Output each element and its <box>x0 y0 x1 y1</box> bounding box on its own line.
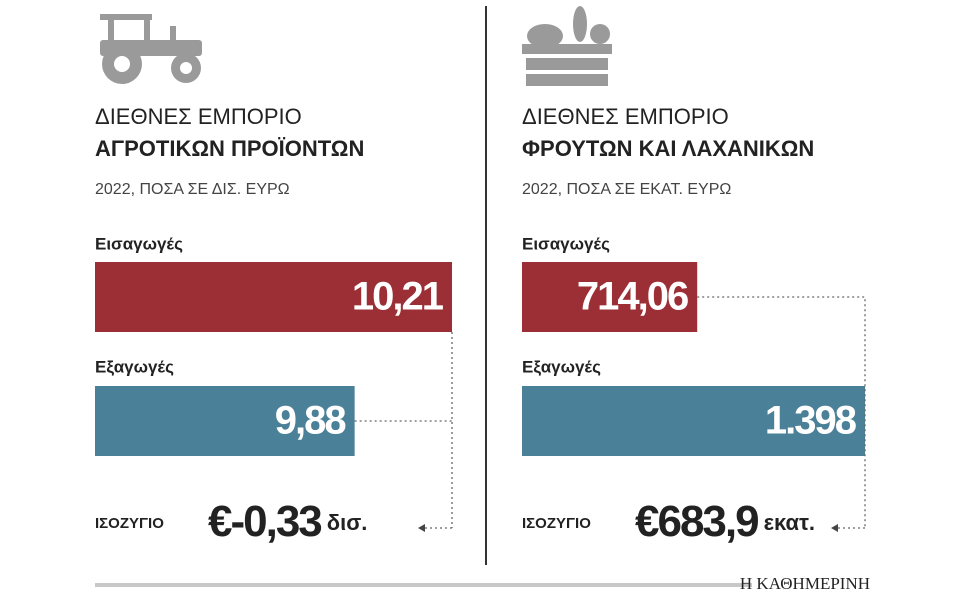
balance-unit: εκατ. <box>764 510 815 535</box>
title-line: ΔΙΕΘΝΕΣ ΕΜΠΟΡΙΟ <box>522 104 729 129</box>
value-label: 10,21 <box>352 275 444 319</box>
footer-brand: Η ΚΑΘΗΜΕΡΙΝΗ <box>740 574 870 593</box>
value-label: 9,88 <box>275 399 347 443</box>
connector <box>354 332 453 529</box>
arrow-head <box>831 524 839 532</box>
category-label: Εισαγωγές <box>522 234 610 253</box>
title-line: ΔΙΕΘΝΕΣ ΕΜΠΟΡΙΟ <box>95 104 302 129</box>
balance-label: ΙΣΟΖΥΓΙΟ <box>95 515 164 532</box>
value-label: 1.398 <box>765 399 857 443</box>
balance-value: €-0,33 <box>208 497 321 546</box>
arrow-head <box>418 524 425 532</box>
title-line: ΑΓΡΟΤΙΚΩΝ ΠΡΟΪΟΝΤΩΝ <box>95 136 364 161</box>
balance-label: ΙΣΟΖΥΓΙΟ <box>522 515 591 532</box>
category-label: Εξαγωγές <box>95 357 174 376</box>
bar <box>522 262 698 332</box>
bar <box>95 262 452 332</box>
title-line: ΦΡΟΥΤΩΝ ΚΑΙ ΛΑΧΑΝΙΚΩΝ <box>522 136 814 161</box>
balance-value: €683,9 <box>635 497 758 546</box>
balance-unit: δισ. <box>327 510 368 535</box>
connector <box>697 296 866 529</box>
subtitle: 2022, ΠΟΣΑ ΣΕ ΕΚΑΤ. ΕΥΡΩ <box>522 181 731 198</box>
category-label: Εξαγωγές <box>522 357 601 376</box>
subtitle: 2022, ΠΟΣΑ ΣΕ ΔΙΣ. ΕΥΡΩ <box>95 181 290 198</box>
bar <box>522 386 866 456</box>
bar <box>95 386 355 456</box>
crate-icon <box>522 6 612 86</box>
balance: €683,9 εκατ. <box>635 497 815 546</box>
tractor-icon <box>100 14 202 84</box>
balance: €-0,33 δισ. <box>208 497 367 546</box>
value-label: 714,06 <box>577 275 688 319</box>
category-label: Εισαγωγές <box>95 234 183 253</box>
